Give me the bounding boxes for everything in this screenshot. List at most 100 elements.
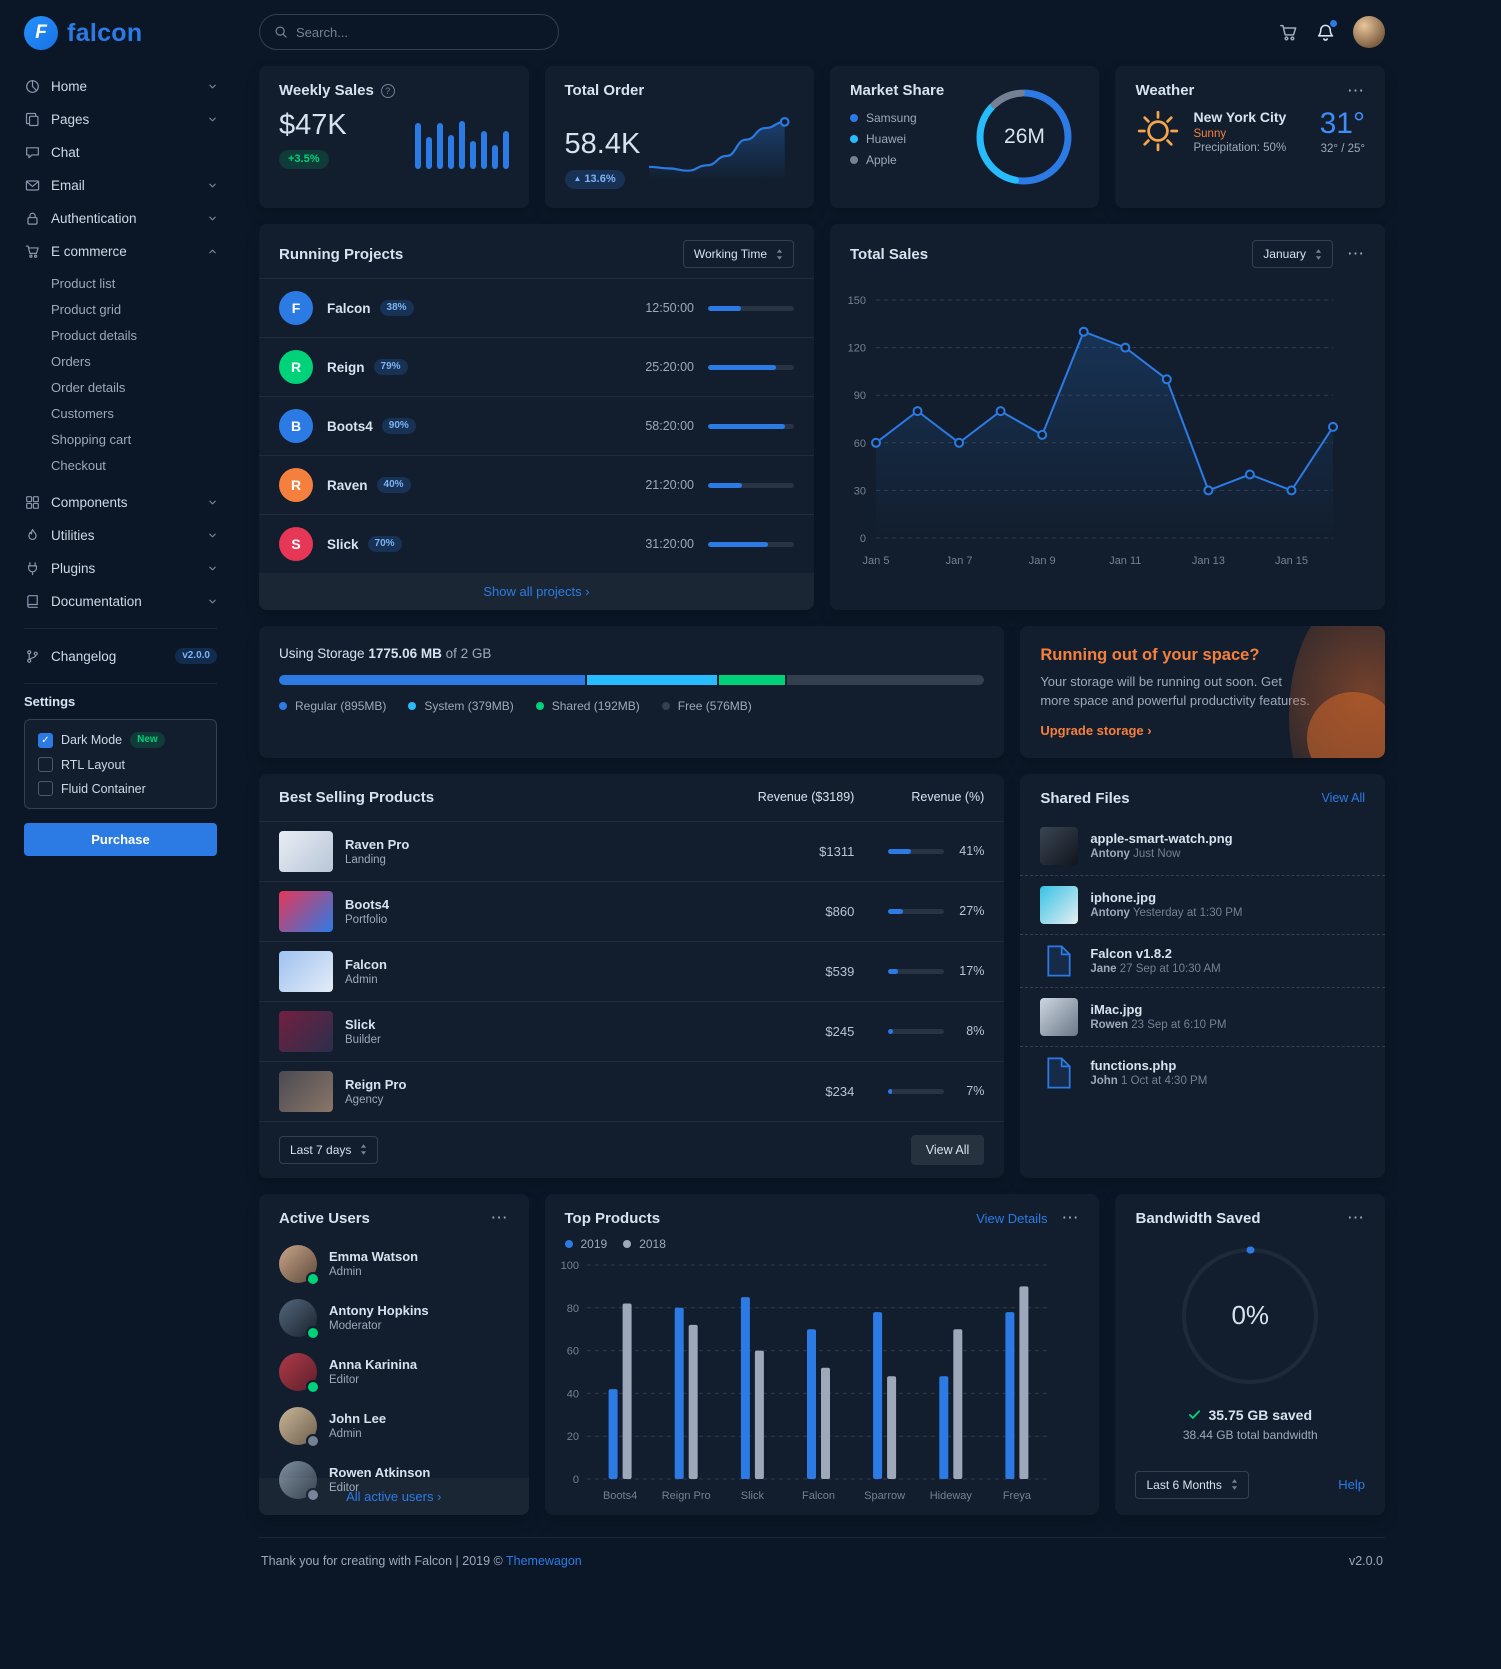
sidebar-item-email[interactable]: Email [24,169,217,202]
sidebar-item-checkout[interactable]: Checkout [51,457,106,473]
sidebar-item-components[interactable]: Components [24,486,217,519]
cart-icon[interactable] [1279,23,1298,42]
view-all-button[interactable]: View All [910,1134,985,1165]
user-name[interactable]: John Lee [329,1411,387,1427]
sidebar-item-shopping-cart[interactable]: Shopping cart [51,431,132,447]
themewagon-link[interactable]: Themewagon [506,1553,582,1568]
ellipsis-menu-icon[interactable]: ⋯ [1347,1208,1365,1228]
user-name[interactable]: Anna Karinina [329,1357,418,1373]
list-item[interactable]: iMac.jpg Rowen 23 Sep at 6:10 PM [1020,986,1385,1046]
card-title: Total Order [564,82,645,99]
file-name[interactable]: Falcon v1.8.2 [1090,946,1172,962]
working-time-select[interactable]: Working Time [682,240,794,268]
copy-icon [24,112,40,127]
user-name[interactable]: Antony Hopkins [329,1303,429,1319]
setting-rtl-layout[interactable]: RTL Layout [38,757,203,772]
revenue-percent: 27% [959,904,985,919]
sidebar-item-orders[interactable]: Orders [51,353,91,369]
project-time: 21:20:00 [645,478,694,492]
sidebar-item-home[interactable]: Home [24,70,217,103]
project-name[interactable]: Reign [327,359,365,375]
file-name[interactable]: functions.php [1090,1058,1177,1074]
bar [491,145,498,170]
list-item[interactable]: apple-smart-watch.png Antony Just Now [1020,817,1385,875]
setting-fluid-container[interactable]: Fluid Container [38,781,203,796]
card-title: Best Selling Products [279,788,435,806]
period-select[interactable]: Last 7 days [279,1135,379,1164]
legend-item-system-379mb: System (379MB) [408,699,514,713]
user-name[interactable]: Rowen Atkinson [329,1465,431,1481]
search-box[interactable] [259,14,559,50]
month-select[interactable]: January [1252,240,1333,268]
product-revenue: $234 [825,1083,855,1099]
project-row: B Boots4 90% 58:20:00 [259,396,814,455]
brand[interactable]: F falcon [24,16,217,50]
user-name[interactable]: Emma Watson [329,1249,419,1265]
sidebar-item-product-grid[interactable]: Product grid [51,301,122,317]
sidebar-item-product-list[interactable]: Product list [51,275,116,291]
sidebar-item-plugins[interactable]: Plugins [24,552,217,585]
file-name[interactable]: iphone.jpg [1090,890,1157,906]
file-name[interactable]: apple-smart-watch.png [1090,831,1233,847]
list-item[interactable]: Anna Karinina Editor [259,1345,529,1399]
brand-name: falcon [67,18,143,47]
bandwidth-total: 38.44 GB total bandwidth [1182,1427,1318,1442]
months-select[interactable]: Last 6 Months [1135,1470,1249,1499]
view-details-link[interactable]: View Details [976,1210,1048,1226]
user-avatar[interactable] [1353,16,1385,48]
sidebar-item-documentation[interactable]: Documentation [24,585,217,618]
checkbox-icon[interactable] [38,781,53,796]
help-icon[interactable]: ? [380,83,395,98]
checkbox-icon[interactable]: ✓ [38,732,53,748]
sidebar-item-pages[interactable]: Pages [24,103,217,136]
setting-dark-mode[interactable]: ✓ Dark Mode New [38,732,203,748]
product-name[interactable]: Slick [345,1016,376,1032]
product-name[interactable]: Reign Pro [345,1076,407,1092]
sidebar-item-changelog[interactable]: Changelog v2.0.0 [24,639,217,673]
list-item[interactable]: iphone.jpg Antony Yesterday at 1:30 PM [1020,874,1385,934]
ellipsis-menu-icon[interactable]: ⋯ [1347,244,1365,263]
list-item[interactable]: Falcon v1.8.2 Jane 27 Sep at 10:30 AM [1020,933,1385,987]
project-name[interactable]: Slick [327,536,359,552]
list-item[interactable]: functions.php John 1 Oct at 4:30 PM [1020,1045,1385,1099]
search-input[interactable] [296,24,544,40]
checkbox-icon[interactable] [38,757,53,772]
list-item[interactable]: Rowen Atkinson Editor [259,1453,529,1507]
project-row: F Falcon 38% 12:50:00 [259,278,814,337]
bell-icon[interactable] [1316,19,1337,42]
list-item[interactable]: John Lee Admin [259,1399,529,1453]
sidebar-item-authentication[interactable]: Authentication [24,202,217,235]
product-name[interactable]: Boots4 [345,896,390,912]
project-name[interactable]: Boots4 [327,418,373,434]
sidebar-item-e-commerce[interactable]: E commerce [24,235,217,268]
view-all-link[interactable]: View All [1321,791,1365,806]
check-icon [1188,1408,1201,1421]
list-item[interactable]: Emma Watson Admin [259,1237,529,1291]
help-link[interactable]: Help [1338,1477,1365,1493]
product-name[interactable]: Falcon [345,956,387,972]
space-warning-title: Running out of your space? [1040,646,1260,664]
sidebar-item-product-details[interactable]: Product details [51,327,137,343]
show-all-projects-link[interactable]: Show all projects › [259,573,814,610]
project-progress-badge: 70% [367,536,402,552]
project-name[interactable]: Raven [327,477,368,493]
svg-text:Jan 9: Jan 9 [1029,555,1056,567]
footer-version: v2.0.0 [1348,1553,1383,1568]
project-progress-badge: 38% [379,300,414,316]
sidebar-item-utilities[interactable]: Utilities [24,519,217,552]
sidebar-item-chat[interactable]: Chat [24,136,217,169]
ellipsis-menu-icon[interactable]: ⋯ [1347,80,1365,100]
project-name[interactable]: Falcon [327,300,371,316]
ellipsis-menu-icon[interactable]: ⋯ [1061,1208,1080,1228]
purchase-button[interactable]: Purchase [24,823,217,856]
ellipsis-menu-icon[interactable]: ⋯ [490,1208,509,1228]
bar [425,137,432,170]
project-avatar: F [279,291,313,325]
file-name[interactable]: iMac.jpg [1090,1002,1143,1018]
product-name[interactable]: Raven Pro [345,836,410,852]
sidebar-item-customers[interactable]: Customers [51,405,114,421]
list-item[interactable]: Antony Hopkins Moderator [259,1291,529,1345]
all-active-users-link[interactable]: All active users › [259,1477,529,1515]
upgrade-storage-link[interactable]: Upgrade storage › [1040,722,1152,738]
sidebar-item-order-details[interactable]: Order details [51,379,126,395]
